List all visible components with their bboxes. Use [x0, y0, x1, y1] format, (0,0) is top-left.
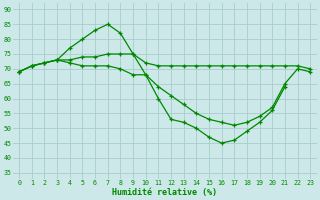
X-axis label: Humidité relative (%): Humidité relative (%) [112, 188, 217, 197]
